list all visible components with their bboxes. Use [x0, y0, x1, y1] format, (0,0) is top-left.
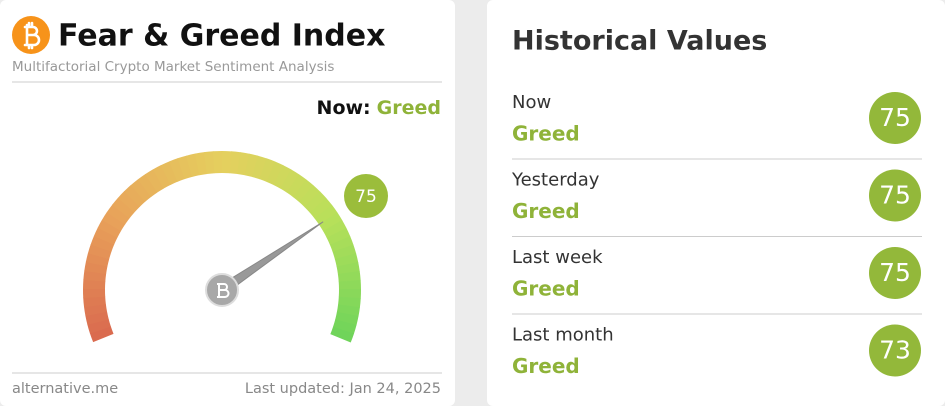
gauge-arc [335, 311, 359, 326]
gauge-arc [93, 227, 118, 245]
gauge-arc [152, 165, 171, 189]
row-badge [869, 247, 921, 299]
gauge-arc [85, 252, 110, 267]
gauge-arc [87, 244, 112, 260]
gauge-arc [177, 155, 193, 180]
gauge-arc [112, 197, 135, 219]
gauge-arc [169, 158, 185, 182]
gauge-arc [329, 236, 354, 253]
gauge-arc [195, 152, 208, 176]
gauge-arc [326, 227, 351, 246]
row-label: Last month [512, 325, 614, 346]
value-badge-text: 75 [355, 187, 377, 207]
gauge-arc [160, 161, 178, 185]
gauge-arc [273, 165, 292, 189]
row-badge [869, 92, 921, 144]
row-value: 73 [879, 336, 911, 365]
row-class: Greed [512, 122, 580, 146]
gauge-arc [336, 304, 360, 317]
row-class: Greed [512, 277, 580, 301]
now-label: Now: [317, 97, 371, 119]
gauge-arc [84, 303, 108, 317]
gauge-arc [89, 326, 114, 343]
gauge-arc [252, 155, 267, 180]
history-rows: Now Greed 75 Yesterday Greed 75 Last week Greed… [511, 92, 922, 378]
gauge-arc [203, 151, 215, 175]
gauge-arc [186, 153, 200, 177]
row-badge [869, 324, 921, 377]
row-label: Now [512, 92, 551, 113]
gauge-arc [106, 204, 130, 225]
gauge-arc [87, 318, 111, 334]
gauge-arc [332, 244, 357, 260]
title: Fear & Greed Index [58, 19, 385, 54]
gauge-arc [83, 296, 106, 308]
now-status: Now: Greed [317, 97, 441, 119]
history-card [487, 0, 945, 406]
gauge-arc [304, 191, 327, 213]
gauge-arc [259, 158, 276, 183]
row-class: Greed [512, 354, 580, 378]
gauge-arc [85, 311, 109, 325]
gauge-arc [229, 151, 241, 175]
gauge-arc [237, 152, 250, 176]
value-badge [344, 174, 388, 218]
gauge-arc [280, 169, 300, 193]
row-value: 75 [879, 103, 911, 132]
gauge-arc [337, 270, 361, 283]
gauge-arc [137, 173, 158, 198]
row-value: 75 [879, 258, 911, 287]
row-value: 75 [879, 181, 911, 210]
history-title: Historical Values [512, 26, 767, 57]
gauge-arc [97, 219, 122, 238]
gauge-arc [244, 153, 259, 178]
hub-logo [217, 283, 230, 298]
subtitle: Multifactorial Crypto Market Sentiment A… [12, 59, 334, 75]
gauge-arc [334, 253, 359, 267]
gauge-arc [336, 262, 360, 275]
gauge-arc [130, 179, 152, 202]
gauge-arc [332, 319, 357, 334]
gauge-arc [309, 197, 333, 219]
gauge-arc [83, 270, 107, 282]
row-label: Last week [512, 247, 603, 268]
row-badge [869, 169, 921, 222]
gauge-arc [318, 212, 343, 232]
gauge-arc [314, 204, 338, 225]
gauge-arc [330, 326, 354, 343]
gauge-arc [145, 169, 165, 193]
gauge-arc [266, 161, 284, 186]
gauge-arc [298, 185, 321, 208]
gauge-arc [84, 261, 108, 275]
row-label: Yesterday [511, 170, 600, 191]
gauge: 75 [83, 150, 388, 343]
gauge-arc [286, 174, 307, 198]
gauge-arc [101, 211, 126, 232]
bitcoin-logo [12, 16, 50, 54]
gauge-arc [338, 296, 361, 308]
gauge-arc [323, 219, 347, 239]
now-class: Greed [377, 97, 441, 119]
row-class: Greed [512, 199, 580, 223]
gauge-arc [90, 235, 115, 252]
gauge-arc [292, 179, 314, 203]
source: alternative.me [12, 381, 118, 397]
last-updated: Last updated: Jan 24, 2025 [245, 381, 441, 397]
gauge-arc [124, 184, 146, 208]
gauge-arc [117, 191, 140, 213]
